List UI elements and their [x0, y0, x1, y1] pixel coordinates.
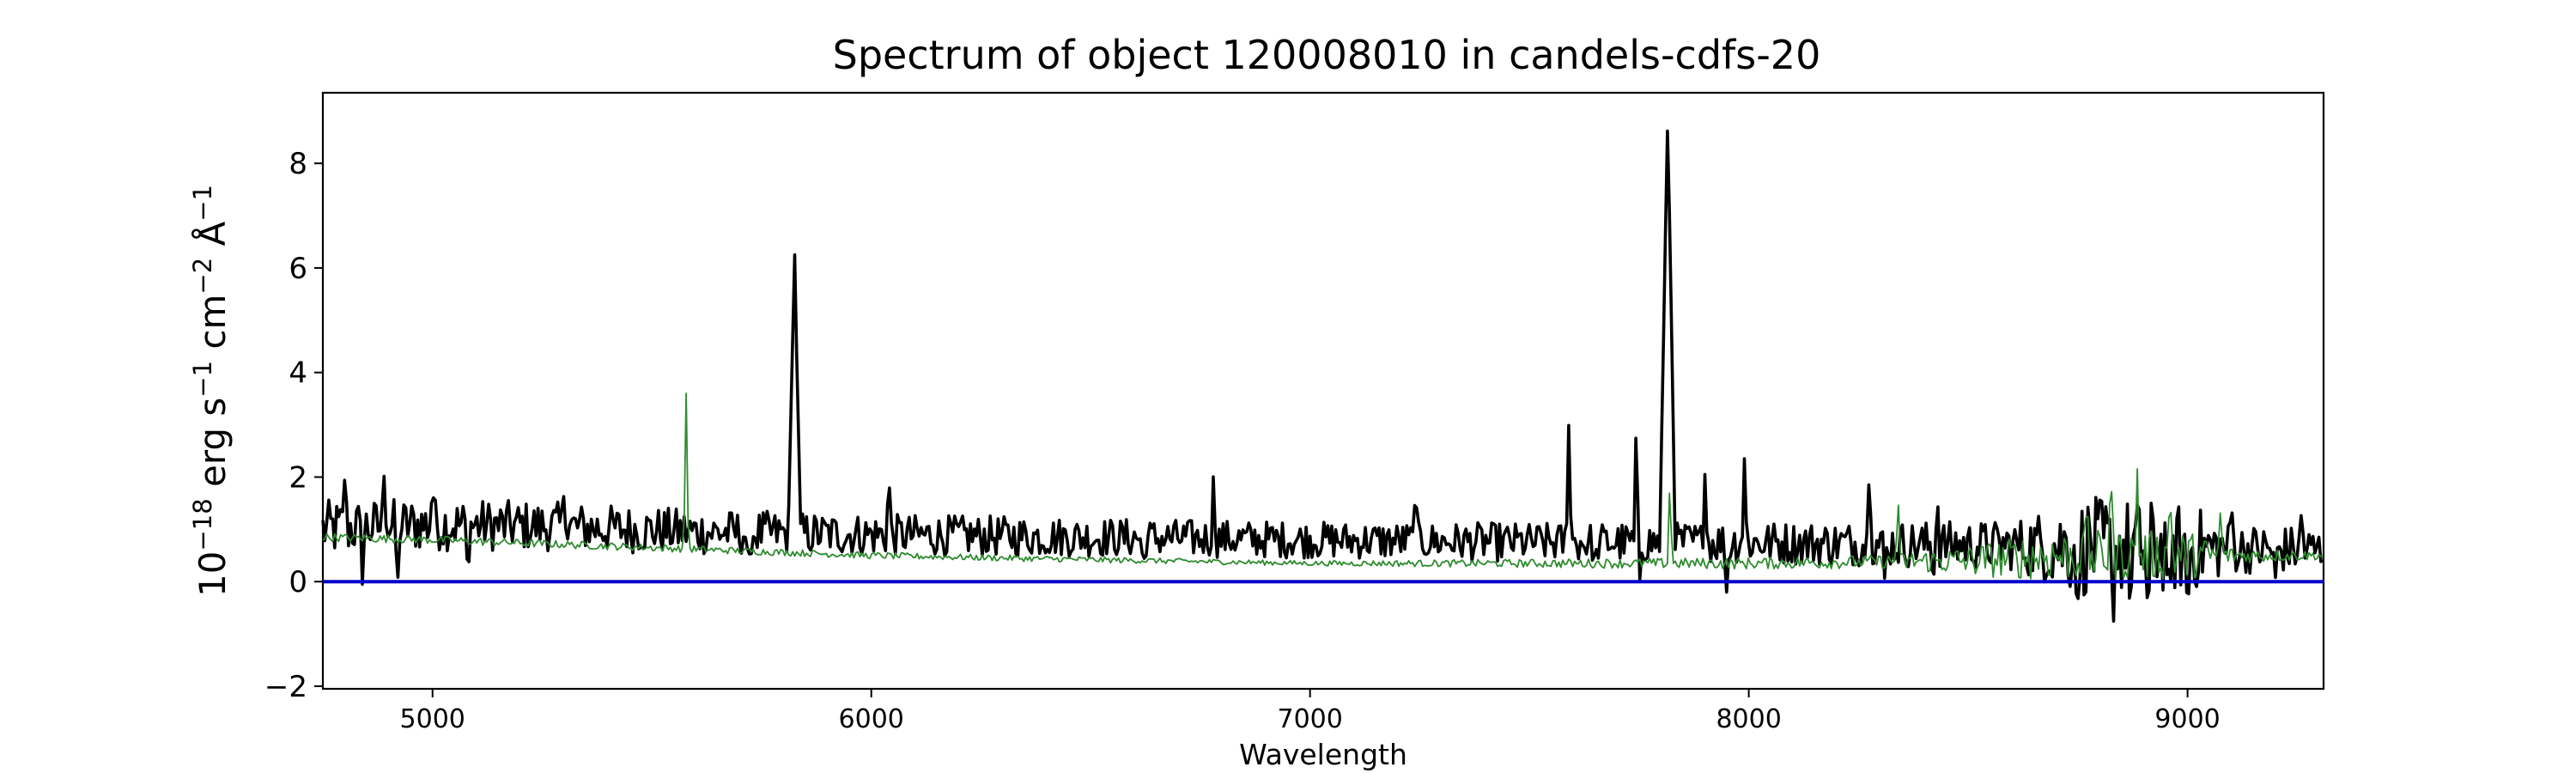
x-tick-label: 5000	[400, 704, 465, 734]
y-axis-label-part: erg s	[191, 398, 234, 499]
series-layer	[321, 129, 2324, 623]
y-tick-label: 6	[289, 252, 307, 286]
plot-frame	[321, 91, 2325, 691]
x-tick-label: 6000	[839, 704, 904, 734]
y-axis-label-part: −2	[188, 258, 217, 295]
y-axis-label: 10−18 erg s−1 cm−2 Å−1	[188, 185, 234, 597]
x-axis: 5000 6000 7000 8000 9000	[400, 689, 2221, 734]
y-axis-label-part: Å	[191, 222, 234, 258]
series-flux	[321, 129, 2324, 623]
x-tick-label: 9000	[2154, 704, 2220, 734]
y-tick-label: 8	[289, 147, 307, 181]
series-noise-spectrum	[322, 393, 2324, 581]
y-tick-label: 2	[289, 460, 307, 495]
x-tick-label: 8000	[1716, 704, 1781, 734]
x-tick-label: 7000	[1277, 704, 1342, 734]
y-tick-label: −2	[264, 670, 307, 704]
y-axis-label-part: −1	[188, 361, 217, 398]
y-axis-label-part: cm	[191, 295, 234, 361]
chart-title: Spectrum of object 120008010 in candels-…	[833, 32, 1821, 78]
x-axis-label: Wavelength	[1239, 738, 1407, 771]
y-axis-label-part: 10	[191, 551, 234, 597]
y-axis-label-part: −1	[188, 185, 217, 222]
y-axis-label-part: −18	[188, 498, 217, 551]
y-axis: −2 0 2 4 6 8	[264, 147, 323, 704]
y-tick-label: 0	[289, 565, 307, 600]
y-tick-label: 4	[289, 356, 307, 391]
